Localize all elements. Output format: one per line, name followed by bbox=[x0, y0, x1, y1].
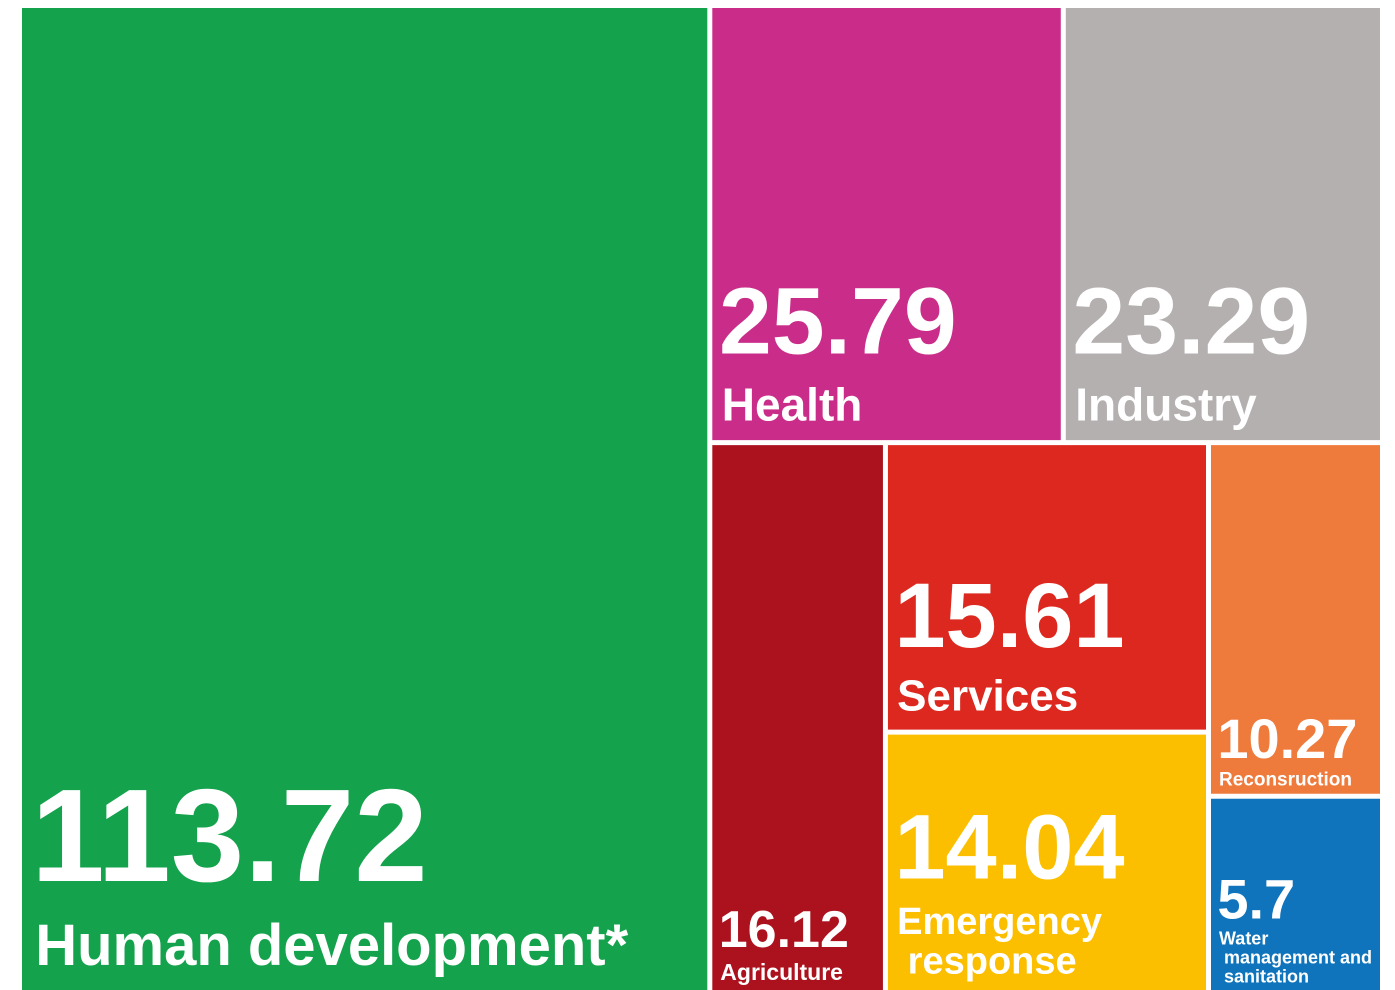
tile-label: Services bbox=[897, 672, 1078, 721]
tile bbox=[712, 445, 883, 990]
tile-value: 14.04 bbox=[894, 797, 1124, 899]
label-line: management and bbox=[1219, 947, 1372, 967]
tile-label: Water management and sanitation bbox=[1219, 928, 1372, 986]
tile-value: 10.27 bbox=[1217, 707, 1357, 770]
label-line: response bbox=[897, 941, 1077, 983]
label-line: sanitation bbox=[1219, 966, 1309, 986]
tile-label: Reconsruction bbox=[1219, 770, 1352, 791]
tile-value: 23.29 bbox=[1072, 269, 1310, 375]
tile-label: Human development* bbox=[35, 913, 628, 978]
label-line: Services bbox=[897, 672, 1078, 721]
tile-value: 16.12 bbox=[719, 901, 849, 959]
tile bbox=[712, 8, 1061, 441]
tile-value: 113.72 bbox=[31, 762, 427, 909]
label-line: Reconsruction bbox=[1219, 770, 1352, 791]
label-line: Water bbox=[1219, 928, 1268, 948]
tile bbox=[22, 8, 708, 990]
label-line: Emergency bbox=[897, 901, 1102, 943]
tile bbox=[1065, 8, 1380, 441]
tile-value: 15.61 bbox=[894, 565, 1124, 667]
tile-label: Agriculture bbox=[720, 959, 843, 985]
tile-value: 5.7 bbox=[1217, 867, 1295, 930]
label-line: Health bbox=[722, 378, 863, 430]
tile-label: Industry bbox=[1075, 378, 1257, 430]
tile-label: Emergency response bbox=[897, 901, 1102, 983]
tile bbox=[1210, 798, 1380, 990]
tile-value: 25.79 bbox=[719, 269, 957, 375]
tile bbox=[887, 445, 1206, 730]
label-line: Industry bbox=[1075, 378, 1257, 430]
label-line: Agriculture bbox=[720, 959, 843, 985]
label-line: Human development* bbox=[35, 913, 628, 978]
tile bbox=[887, 734, 1206, 990]
tile bbox=[1210, 445, 1380, 794]
tile-label: Health bbox=[722, 378, 863, 430]
